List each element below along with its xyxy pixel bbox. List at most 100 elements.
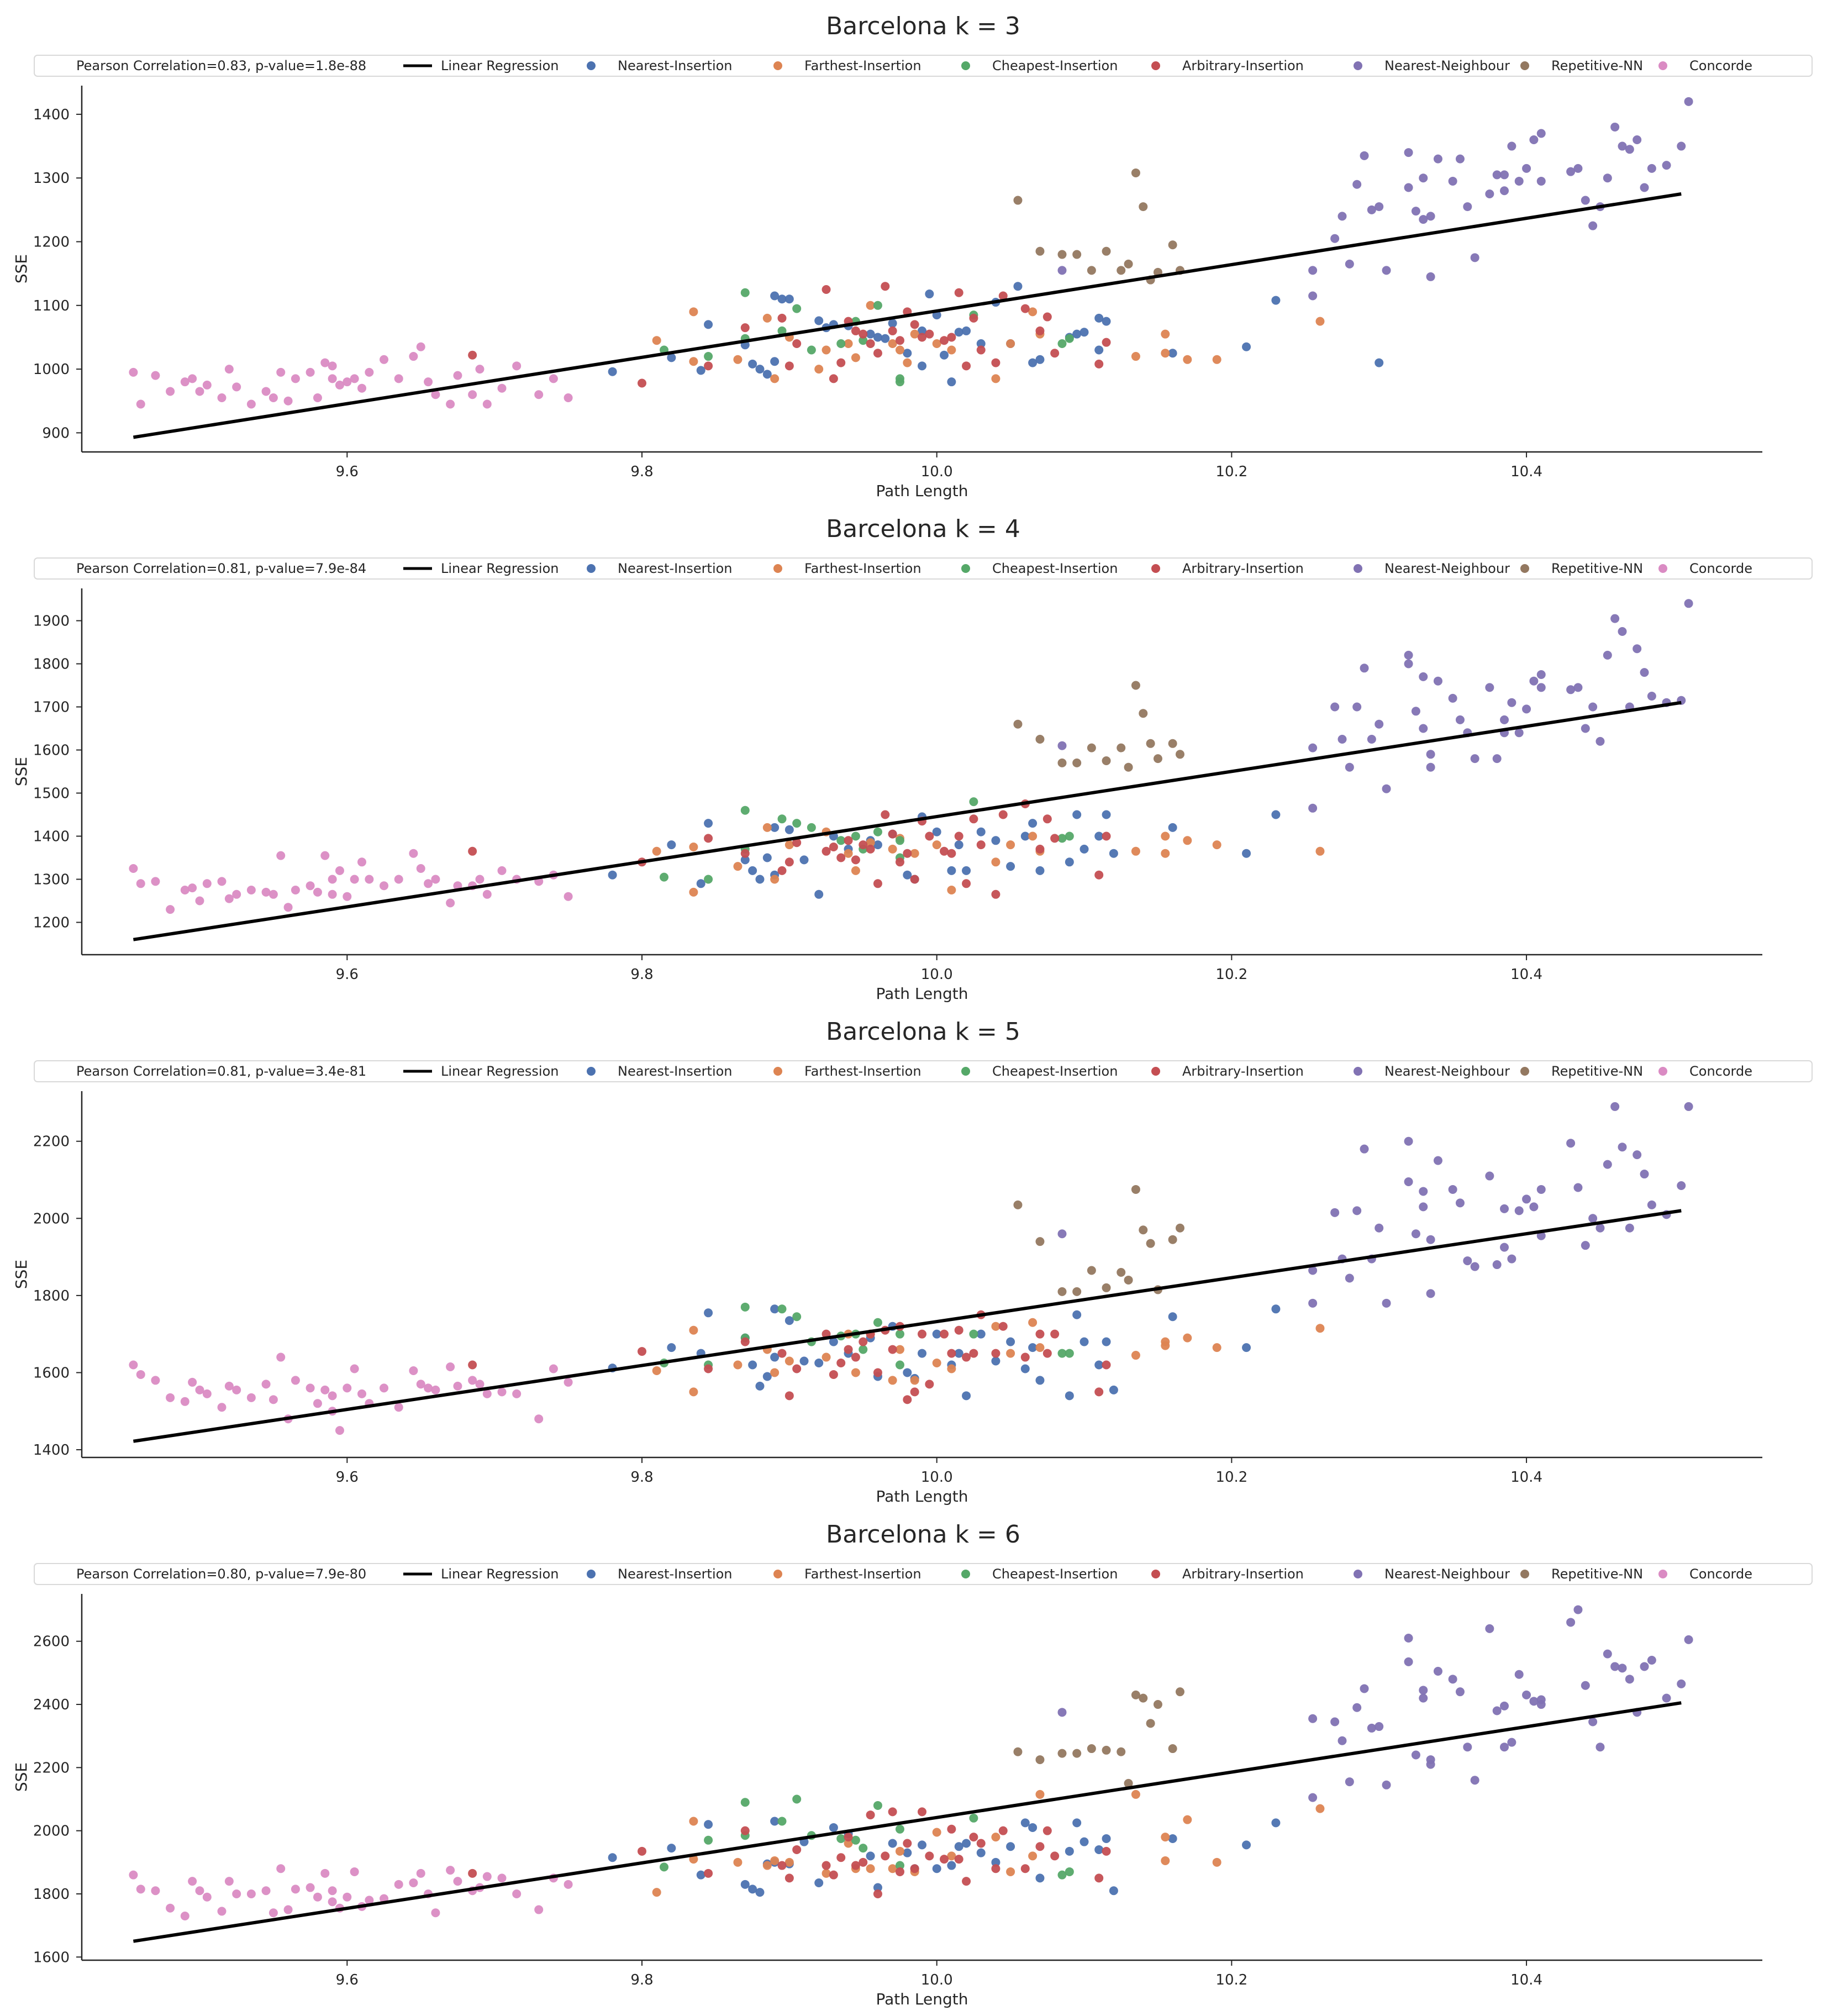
data-point xyxy=(1485,1624,1494,1633)
y-tick-label: 2600 xyxy=(33,1634,70,1650)
data-point xyxy=(1094,1845,1104,1854)
data-point xyxy=(1470,1262,1479,1271)
data-point xyxy=(1028,1851,1038,1861)
data-point xyxy=(1448,693,1457,703)
data-point xyxy=(1419,1202,1428,1212)
data-point xyxy=(704,352,713,361)
data-point xyxy=(564,1880,573,1889)
data-point xyxy=(873,1801,882,1810)
data-point xyxy=(667,1844,676,1853)
data-point xyxy=(1426,1289,1435,1298)
legend-label-concorde: Concorde xyxy=(1689,58,1752,73)
data-point xyxy=(689,357,698,366)
y-tick-label: 1400 xyxy=(33,829,70,845)
regression-line xyxy=(133,192,1682,439)
data-point xyxy=(453,1877,462,1886)
data-point xyxy=(859,1857,868,1867)
data-point xyxy=(792,838,802,848)
data-point xyxy=(1139,1225,1148,1235)
series-nearest-neighbour xyxy=(1057,1605,1693,1802)
data-point xyxy=(962,1352,971,1362)
legend-box xyxy=(34,1563,1813,1585)
data-point xyxy=(895,1861,904,1870)
data-point xyxy=(313,1399,322,1408)
data-point xyxy=(784,840,794,850)
data-point xyxy=(1168,1312,1177,1322)
data-point xyxy=(1161,849,1170,858)
data-point xyxy=(1050,834,1060,843)
data-point xyxy=(328,1897,337,1907)
data-point xyxy=(962,1877,971,1886)
legend-regression-label: Linear Regression xyxy=(441,58,559,73)
data-point xyxy=(1153,754,1162,764)
data-point xyxy=(859,329,868,339)
data-point xyxy=(998,810,1008,819)
data-point xyxy=(1404,1634,1413,1643)
regression-line xyxy=(133,1701,1682,1943)
data-point xyxy=(784,1391,794,1401)
data-point xyxy=(136,879,145,888)
data-point xyxy=(829,1370,838,1379)
data-point xyxy=(468,390,477,399)
legend-label-nearest-insertion: Nearest-Insertion xyxy=(618,1566,733,1582)
data-point xyxy=(1566,1139,1576,1148)
data-point xyxy=(1161,349,1170,358)
data-point xyxy=(947,1851,956,1861)
legend-box xyxy=(34,55,1813,77)
data-point xyxy=(394,1880,403,1889)
data-point xyxy=(482,1389,492,1398)
data-point xyxy=(202,380,212,389)
data-point xyxy=(836,1359,846,1368)
data-point xyxy=(733,355,743,364)
data-point xyxy=(888,1839,897,1848)
x-tick-label: 10.2 xyxy=(1215,1972,1247,1988)
data-point xyxy=(475,365,485,374)
data-point xyxy=(1566,685,1576,694)
data-point xyxy=(1610,122,1620,131)
data-point xyxy=(1610,1102,1620,1111)
data-point xyxy=(1131,1690,1140,1699)
data-point xyxy=(1492,754,1502,764)
data-point xyxy=(1603,1649,1612,1659)
data-point xyxy=(1161,329,1170,339)
legend-stats-text: Pearson Correlation=0.83, p-value=1.8e-8… xyxy=(76,58,366,73)
data-point xyxy=(991,1322,1000,1331)
data-point xyxy=(792,1312,802,1322)
data-point xyxy=(232,1889,241,1898)
data-point xyxy=(380,881,389,891)
data-point xyxy=(1109,849,1118,858)
data-point xyxy=(453,1381,462,1391)
data-point xyxy=(1087,743,1096,752)
data-point xyxy=(836,1834,846,1843)
data-point xyxy=(991,857,1000,867)
data-point xyxy=(246,886,256,894)
data-point xyxy=(320,1868,330,1878)
data-point xyxy=(689,887,698,897)
data-point xyxy=(1139,1693,1148,1703)
data-point xyxy=(1035,326,1045,335)
data-point xyxy=(851,326,860,335)
data-point xyxy=(792,304,802,313)
legend-label-repetitive-nn: Repetitive-NN xyxy=(1551,1064,1643,1079)
data-point xyxy=(696,879,705,888)
data-point xyxy=(1013,1200,1023,1209)
legend-box xyxy=(34,557,1813,580)
data-point xyxy=(1647,692,1656,701)
data-point xyxy=(1020,304,1030,313)
data-point xyxy=(822,285,831,294)
data-point xyxy=(969,1329,978,1339)
data-point xyxy=(1677,141,1686,151)
data-point xyxy=(954,1842,963,1851)
legend-box xyxy=(34,1060,1813,1082)
data-point xyxy=(129,864,138,873)
data-point xyxy=(1522,704,1531,714)
data-point xyxy=(217,1403,227,1412)
data-point xyxy=(350,875,359,884)
series-repetitive-nn xyxy=(1013,1687,1184,1788)
data-point xyxy=(829,374,838,383)
y-tick-label: 1500 xyxy=(33,786,70,802)
data-point xyxy=(704,819,713,828)
legend-marker-nearest-insertion xyxy=(587,564,596,573)
data-point xyxy=(954,1325,963,1335)
data-point xyxy=(689,1817,698,1826)
